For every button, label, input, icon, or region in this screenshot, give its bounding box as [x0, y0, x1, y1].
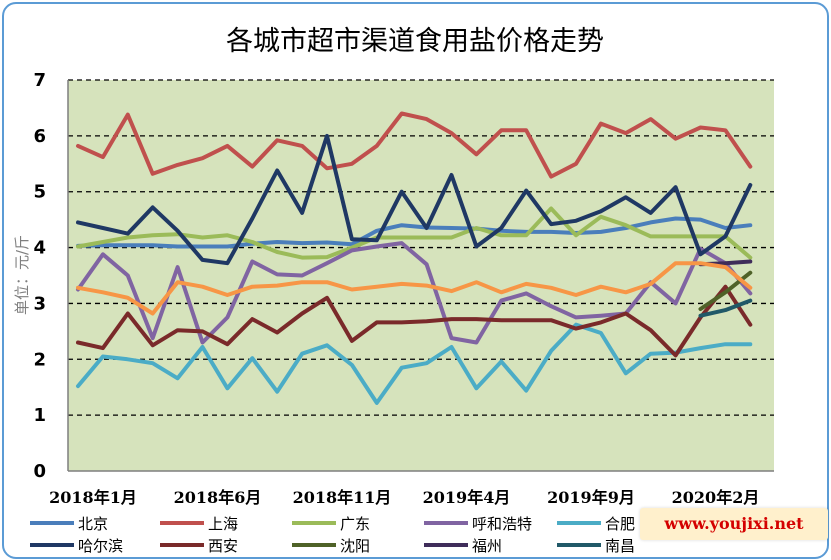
y-tick-label: 1 [33, 405, 46, 426]
x-tick-label: 2019年4月 [423, 488, 511, 507]
x-tick-label: 2018年11月 [293, 488, 392, 507]
legend-label: 合肥 [605, 515, 635, 533]
legend-label: 上海 [208, 515, 238, 533]
x-tick-label: 2018年1月 [49, 488, 137, 507]
series-line-合肥 [76, 322, 753, 405]
legend-label: 广东 [340, 515, 370, 533]
legend-label: 西安 [208, 537, 238, 555]
legend-label: 呼和浩特 [472, 515, 532, 533]
series-line-西安 [76, 284, 753, 358]
legend-label: 福州 [472, 537, 502, 555]
series-line-广东 [76, 206, 753, 260]
series-line-南昌 [698, 298, 753, 318]
y-tick-label: 0 [33, 461, 46, 482]
y-tick-label: 3 [33, 293, 46, 314]
x-tick-label: 2019年9月 [547, 488, 635, 507]
series-line-呼和浩特 [76, 241, 753, 345]
gridlines [68, 79, 774, 416]
legend-label: 沈阳 [340, 537, 370, 555]
series-line-unlabeled [76, 261, 753, 316]
series-lines [76, 111, 753, 405]
legend-label: 南昌 [605, 537, 635, 555]
x-tick-labels: 2018年1月 2018年6月 2018年11月 2019年4月 2019年9月 2020… [49, 488, 759, 507]
x-tick-label: 2018年6月 [174, 488, 262, 507]
chart-title: 各城市超市渠道食用盐价格走势 [226, 26, 604, 57]
x-tick-label: 2020年2月 [672, 488, 760, 507]
y-tick-labels: 0 1 2 3 4 5 6 7 [33, 70, 46, 482]
y-tick-label: 7 [33, 70, 46, 91]
y-tick-label: 5 [33, 182, 46, 203]
watermark: www.youjixi.net [640, 508, 828, 540]
series-line-哈尔滨 [76, 133, 753, 266]
series-line-上海 [76, 111, 753, 179]
plot-area [68, 80, 774, 471]
y-axis-label: 单位：元/斤 [13, 235, 31, 315]
y-tick-label: 2 [33, 349, 46, 370]
y-tick-label: 4 [33, 238, 46, 259]
legend-label: 哈尔滨 [78, 537, 123, 555]
legend-label: 北京 [78, 515, 108, 533]
y-tick-label: 6 [33, 126, 46, 147]
